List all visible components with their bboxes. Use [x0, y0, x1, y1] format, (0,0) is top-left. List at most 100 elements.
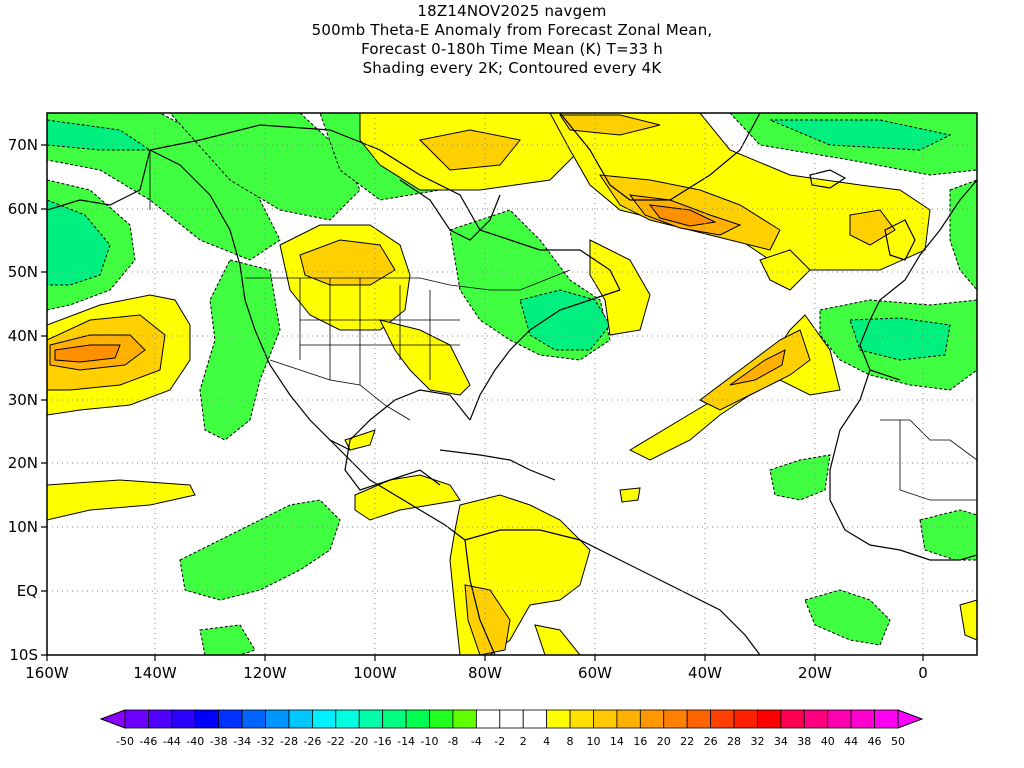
colorbar-box: [733, 709, 758, 729]
pos-peak-greenland: [648, 204, 717, 227]
colorbar-label: 2: [520, 735, 527, 748]
negative-anomaly-cores: [47, 119, 952, 361]
neg-core-mediterranean: [849, 317, 951, 361]
colorbar-box: [241, 709, 266, 729]
colorbar-box: [335, 709, 360, 729]
colorbar-box: [757, 709, 782, 729]
colorbar-box: [569, 709, 594, 729]
grid-lines: [47, 113, 977, 655]
lat-label-60n: 60N: [8, 200, 38, 218]
neg-region-us-west: [199, 259, 281, 441]
lon-tick-labels: 160W 140W 120W 100W 80W 60W 40W 20W 0: [25, 664, 928, 682]
title-line-3: Forecast 0-180h Time Mean (K) T=33 h: [361, 40, 663, 58]
border-africa: [880, 419, 977, 501]
colorbar-box: [663, 709, 688, 729]
colorbar-label: -32: [257, 735, 275, 748]
coast-gulf-of-mexico: [344, 389, 471, 491]
colorbar-label: -28: [280, 735, 298, 748]
pos-core-canada-arctic: [418, 129, 521, 171]
colorbar-label: 34: [774, 735, 788, 748]
pos-core-north-us: [299, 239, 396, 286]
lat-label-70n: 70N: [8, 136, 38, 154]
colorbar-label: 28: [727, 735, 741, 748]
coast-north-america-west: [149, 149, 351, 451]
colorbar-label: -44: [163, 735, 181, 748]
colorbar-label: 16: [633, 735, 647, 748]
coast-alaska: [47, 149, 151, 211]
colorbar-box: [382, 709, 407, 729]
lon-label-160w: 160W: [25, 664, 69, 682]
colorbar-label: 10: [586, 735, 600, 748]
coast-europe: [859, 179, 977, 381]
neg-region-east-pacific-tropics: [179, 499, 341, 601]
pos-region-hawaii-east: [47, 479, 196, 521]
pos-peak-central-pacific: [54, 344, 121, 363]
plot-frame: [46, 112, 978, 656]
colorbar-label: -34: [233, 735, 251, 748]
coast-africa: [829, 369, 977, 561]
colorbar-box: [194, 709, 220, 729]
lat-label-10n: 10N: [8, 518, 38, 536]
colorbar-label: 44: [844, 735, 858, 748]
colorbar-label: -16: [374, 735, 392, 748]
positive-anomaly-peak-cores: [54, 204, 717, 363]
border-us-mexico: [269, 359, 411, 421]
colorbar-box: [405, 709, 430, 729]
colorbar-box: [639, 709, 665, 729]
colorbar-box: [288, 709, 313, 729]
colorbar-box: [522, 709, 548, 729]
title-line-1: 18Z14NOV2025 navgem: [417, 2, 607, 20]
coast-central-america: [329, 439, 466, 541]
colorbar-label: -20: [350, 735, 368, 748]
colorbar-label: 38: [797, 735, 811, 748]
coast-iceland: [809, 169, 847, 189]
coast-south-america: [464, 529, 761, 655]
coast-hudson-bay: [399, 179, 501, 241]
colorbar-label: 40: [821, 735, 835, 748]
lon-label-60w: 60W: [578, 664, 612, 682]
coast-north-america-arctic: [149, 124, 621, 291]
coast-british-isles: [884, 219, 916, 261]
lat-label-eq: EQ: [17, 582, 38, 600]
colorbar-box: [850, 709, 875, 729]
colorbar-label: -40: [186, 735, 204, 748]
pos-region-southeast-pacific: [534, 624, 581, 655]
pos-core-south-america: [464, 584, 511, 655]
colorbar-box: [827, 709, 852, 729]
colorbar-box: [803, 709, 829, 729]
colorbar-label: -50: [116, 735, 134, 748]
colorbar-label: 4: [543, 735, 550, 748]
colorbar-label: -22: [327, 735, 345, 748]
colorbar-box: [311, 709, 337, 729]
neg-region-south-atlantic: [804, 589, 891, 646]
pos-region-atlantic-northeast: [759, 249, 811, 291]
neg-core-alaska: [47, 119, 152, 151]
lon-label-0: 0: [918, 664, 928, 682]
axis-ticks: [41, 144, 924, 661]
neg-core-north-pacific: [47, 199, 111, 286]
colorbar-label: 50: [891, 735, 905, 748]
pos-region-greenland: [549, 113, 931, 271]
colorbar-min-arrow: [99, 709, 126, 729]
pos-core-greenland-north: [559, 114, 661, 136]
title-line-2: 500mb Theta-E Anomaly from Forecast Zona…: [311, 21, 713, 39]
colorbar-box: [499, 709, 524, 729]
colorbar-box: [265, 709, 290, 729]
neg-region-greenland-east: [949, 179, 977, 291]
lat-label-20n: 20N: [8, 454, 38, 472]
neg-region-south-pacific: [199, 624, 256, 655]
colorbar-box: [452, 709, 477, 729]
neg-core-northeast-us: [519, 289, 611, 351]
coast-north-america-east: [469, 289, 621, 421]
map-plot-area: [47, 113, 977, 655]
colorbar-max-arrow: [897, 709, 924, 729]
colorbar-box: [358, 709, 384, 729]
colorbar-label: 26: [704, 735, 718, 748]
coast-greenland: [559, 113, 761, 201]
coastlines: [47, 113, 977, 655]
colorbar-box: [429, 709, 454, 729]
colorbar-box: [780, 709, 805, 729]
lat-tick-labels: 70N 60N 50N 40N 30N 20N 10N EQ 10S: [8, 136, 38, 664]
lon-label-140w: 140W: [133, 664, 177, 682]
